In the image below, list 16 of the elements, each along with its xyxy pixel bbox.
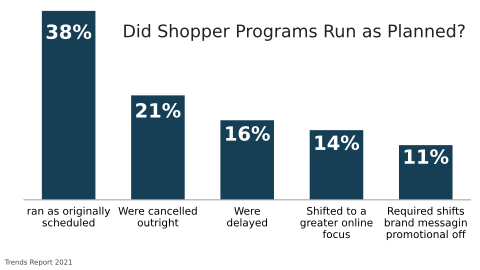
text: Did Shopper Programs Run as Planned? bbox=[124, 24, 465, 41]
data-label: 21% bbox=[136, 103, 181, 118]
bar bbox=[398, 145, 453, 200]
x-tick-label: Shifted to a greater online focus bbox=[300, 206, 373, 238]
bar bbox=[220, 120, 274, 200]
x-tick-label: ran as originally scheduled bbox=[28, 206, 110, 226]
bar bbox=[131, 95, 185, 200]
data-label: 14% bbox=[315, 135, 360, 150]
x-tick-label: Were cancelled outright bbox=[118, 206, 197, 228]
data-label: 11% bbox=[404, 149, 448, 164]
bar bbox=[310, 130, 364, 200]
x-tick-label: Were delayed bbox=[227, 207, 267, 228]
data-label: 16% bbox=[226, 126, 270, 141]
bar bbox=[42, 10, 96, 200]
data-label: 38% bbox=[46, 24, 92, 40]
x-tick-label: Required shifts brand messagin promotional off bbox=[384, 206, 467, 240]
